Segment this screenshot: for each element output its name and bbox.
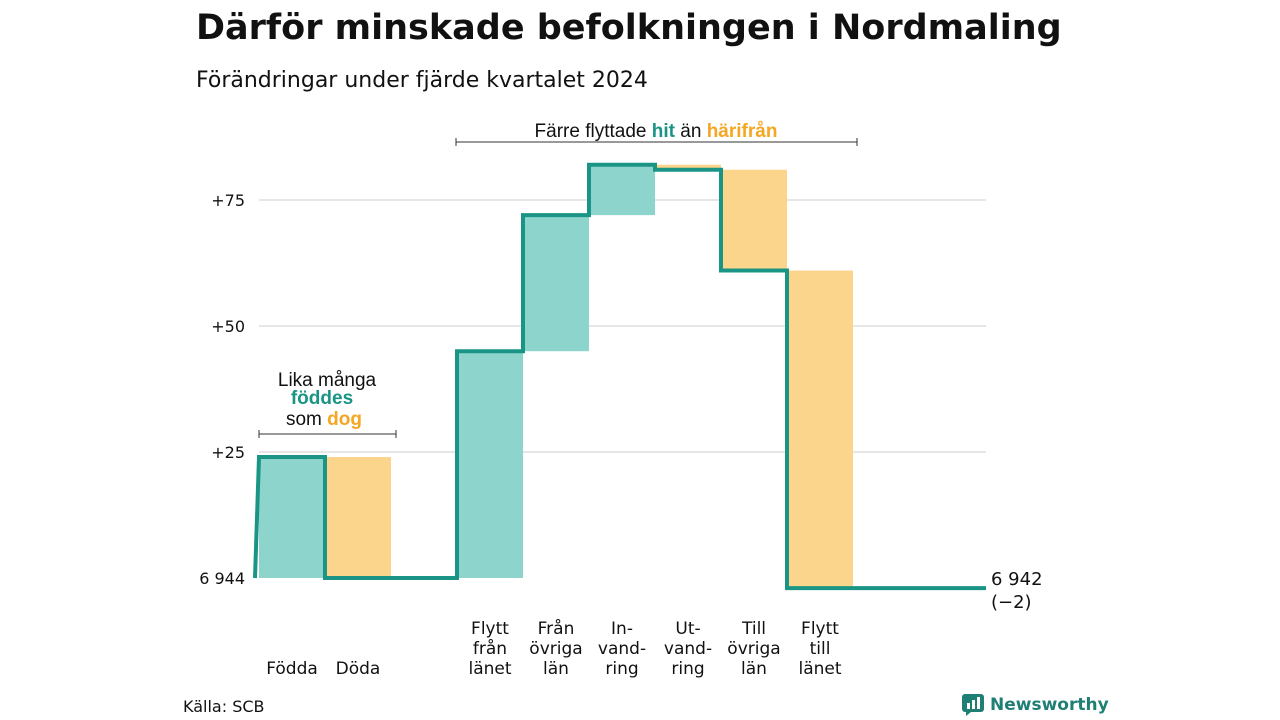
category-label: länet xyxy=(468,659,511,679)
end-value-label: 6 942 xyxy=(991,569,1043,590)
category-label: Från xyxy=(538,618,575,639)
source-note: Källa: SCB xyxy=(183,697,265,716)
newsworthy-logo-icon xyxy=(962,694,984,716)
waterfall-bar xyxy=(787,270,853,589)
category-label: ring xyxy=(605,659,638,679)
annotation-text-farre: Färre flyttade xyxy=(535,121,652,142)
category-label: län xyxy=(543,659,569,679)
waterfall-bar xyxy=(523,215,589,352)
category-label: från xyxy=(473,638,507,659)
annotation-text-harifran: härifrån xyxy=(707,121,778,142)
category-label: län xyxy=(741,659,767,679)
annotation-text-hit: hit xyxy=(652,121,676,142)
grid-layer xyxy=(259,199,986,453)
waterfall-bar xyxy=(325,457,391,578)
category-label: vand- xyxy=(664,639,712,659)
category-label: övriga xyxy=(727,639,780,659)
y-tick-label: +75 xyxy=(211,191,245,210)
brand-name: Newsworthy xyxy=(990,695,1109,715)
chart-title: Därför minskade befolkningen i Nordmalin… xyxy=(196,8,1062,48)
category-label: vand- xyxy=(598,639,646,659)
waterfall-bar xyxy=(589,164,655,216)
start-value-label: 6 944 xyxy=(199,569,245,588)
annotation-line-1: Lika många xyxy=(278,370,377,391)
cumulative-step-line xyxy=(253,162,986,591)
line-layer xyxy=(253,162,986,591)
waterfall-bar xyxy=(457,351,523,578)
annotation-line-3: som dog xyxy=(286,409,362,430)
annotation-text-an: än xyxy=(675,121,707,142)
y-tick-label: +25 xyxy=(211,443,245,462)
annotation-text-dog: dog xyxy=(327,409,362,430)
bar-layer xyxy=(259,164,853,589)
category-label: ring xyxy=(671,659,704,679)
y-tick-label: +50 xyxy=(211,317,245,336)
annotation-line-2: föddes xyxy=(291,388,353,409)
brand-logo: Newsworthy xyxy=(962,694,1109,716)
annotation-migration: Färre flyttade hit än härifrån xyxy=(455,121,858,146)
category-label: Födda xyxy=(266,659,318,679)
category-label: till xyxy=(810,639,831,659)
category-label: In- xyxy=(611,619,633,639)
category-label: Döda xyxy=(336,659,381,679)
annotation-text-som: som xyxy=(286,409,327,430)
category-label: Flytt xyxy=(471,619,509,639)
chart-subtitle: Förändringar under fjärde kvartalet 2024 xyxy=(196,68,648,93)
category-label: Till xyxy=(741,619,766,639)
waterfall-bar xyxy=(721,169,787,271)
category-label: övriga xyxy=(529,639,582,659)
category-label: Flytt xyxy=(801,619,839,639)
annotation-migration-text: Färre flyttade hit än härifrån xyxy=(535,121,778,142)
waterfall-bar xyxy=(655,164,721,170)
annotation-births-deaths: Lika många föddes som dog xyxy=(258,370,397,438)
category-label: länet xyxy=(798,659,841,679)
end-change-label: (−2) xyxy=(991,592,1032,613)
waterfall-bar xyxy=(259,457,325,578)
category-label: Ut- xyxy=(675,619,700,639)
